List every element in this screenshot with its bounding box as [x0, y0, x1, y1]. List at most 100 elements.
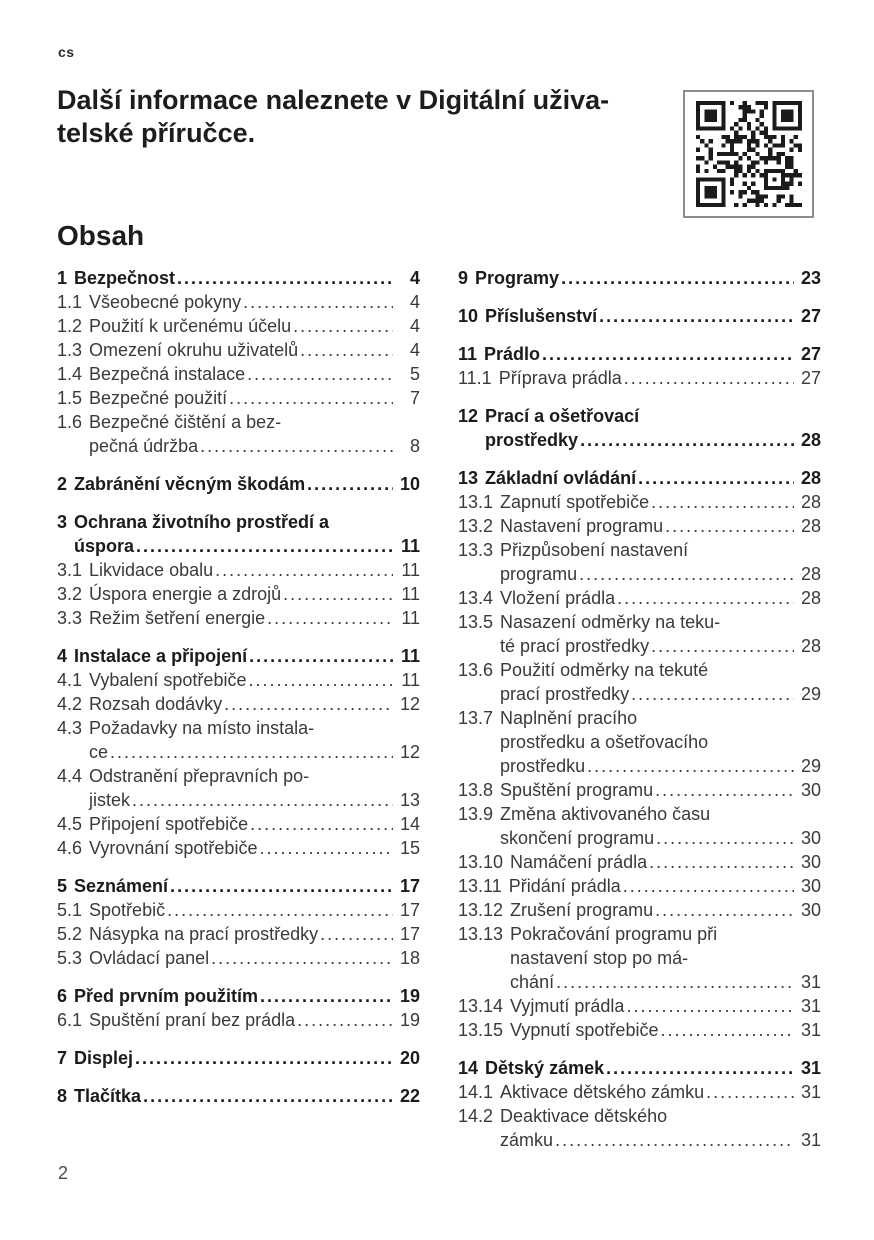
toc-dot-leader — [229, 386, 393, 410]
toc-entry-page: 31 — [800, 972, 821, 992]
toc-dot-leader — [631, 682, 794, 706]
toc-entry-page: 30 — [800, 900, 821, 920]
toc-entry-text: Ovládací panel — [89, 948, 210, 968]
toc-entry-number: 2 — [57, 474, 68, 494]
toc-entry-5.3: 5.3 Ovládací panel 18 — [57, 946, 420, 970]
toc-entry-page: 4 — [409, 316, 420, 336]
toc-entry-text: Vložení prádla — [500, 588, 616, 608]
toc-entry-number: 13.2 — [458, 516, 494, 536]
toc-entry-text: úspora — [74, 536, 135, 556]
toc-entry-page: 10 — [399, 474, 420, 494]
toc-entry-4.3: 4.3 Požadavky na místo instala-ce 12 — [57, 716, 420, 764]
toc-dot-leader — [649, 850, 794, 874]
toc-entry-number: 1.5 — [57, 388, 83, 408]
toc-entry-text: Spuštění praní bez prádla — [89, 1010, 296, 1030]
qr-code-frame — [683, 90, 814, 218]
toc-entry-number: 4.2 — [57, 694, 83, 714]
toc-dot-leader — [579, 562, 794, 586]
toc-entry-number: 14.2 — [458, 1106, 494, 1126]
toc-entry-number: 3.3 — [57, 608, 83, 628]
toc-entry-13.1: 13.1 Zapnutí spotřebiče 28 — [458, 490, 821, 514]
toc-entry-page: 13 — [399, 790, 420, 810]
toc-entry-page: 4 — [409, 268, 420, 288]
toc-entry-number: 13.9 — [458, 804, 494, 824]
toc-entry-text: Režim šetření energie — [89, 608, 266, 628]
toc-dot-leader — [259, 836, 393, 860]
toc-entry-page: 27 — [800, 344, 821, 364]
toc-entry-8: 8 Tlačítka 22 — [57, 1084, 420, 1108]
toc-entry-text: Nastavení programu — [500, 516, 664, 536]
toc-entry-text: Spotřebič — [89, 900, 166, 920]
toc-entry-1.3: 1.3 Omezení okruhu uživatelů 4 — [57, 338, 420, 362]
toc-dot-leader — [132, 788, 393, 812]
toc-entry-number: 1.3 — [57, 340, 83, 360]
toc-entry-page: 27 — [800, 306, 821, 326]
toc-dot-leader — [665, 514, 794, 538]
toc-entry-text: Seznámení — [74, 876, 169, 896]
toc-entry-number: 13.7 — [458, 708, 494, 728]
toc-dot-leader — [224, 692, 393, 716]
toc-entry-text: prací prostředky — [500, 684, 630, 704]
toc-entry-number: 13.8 — [458, 780, 494, 800]
toc-entry-number: 13.13 — [458, 924, 504, 944]
toc-dot-leader — [626, 994, 794, 1018]
toc-entry-13.5: 13.5 Nasazení odměrky na teku-té prací pr… — [458, 610, 821, 658]
toc-entry-13.6: 13.6 Použití odměrky na tekuté prací prost… — [458, 658, 821, 706]
toc-dot-leader — [651, 490, 794, 514]
toc-entry-number: 12 — [458, 406, 479, 426]
toc-entry-text: programu — [500, 564, 578, 584]
toc-entry-number: 13 — [458, 468, 479, 488]
toc-entry-page: 28 — [800, 564, 821, 584]
toc-entry-text: pečná údržba — [89, 436, 199, 456]
toc-column-right: 9Programy2310Příslušenství2711Prádlo2711… — [458, 266, 821, 1152]
toc-dot-leader — [135, 1046, 393, 1070]
toc-entry-text: nastavení stop po má- — [510, 948, 689, 968]
toc-entry-page: 28 — [800, 430, 821, 450]
toc-entry-page: 11 — [400, 646, 420, 666]
toc-entry-page: 11 — [400, 536, 420, 556]
toc-entry-text: ce — [89, 742, 109, 762]
toc-entry-number: 13.5 — [458, 612, 494, 632]
toc-entry-number: 13.3 — [458, 540, 494, 560]
toc-entry-text: prostředky — [485, 430, 579, 450]
toc-entry-9: 9 Programy 23 — [458, 266, 821, 290]
toc-entry-1.6: 1.6 Bezpečné čištění a bez-pečná údržba 8 — [57, 410, 420, 458]
toc-entry-2: 2 Zabránění věcným škodám 10 — [57, 472, 420, 496]
toc-dot-leader — [300, 338, 393, 362]
toc-dot-leader — [247, 362, 393, 386]
toc-dot-leader — [624, 366, 794, 390]
toc-entry-3.1: 3.1 Likvidace obalu 11 — [57, 558, 420, 582]
toc-entry-text: chání — [510, 972, 555, 992]
toc-entry-page: 4 — [409, 292, 420, 312]
toc-entry-4.1: 4.1 Vybalení spotřebiče 11 — [57, 668, 420, 692]
toc-entry-page: 30 — [800, 852, 821, 872]
toc-entry-text: Dětský zámek — [485, 1058, 605, 1078]
toc-entry-page: 31 — [800, 1058, 821, 1078]
toc-dot-leader — [651, 634, 794, 658]
toc-entry-text: Odstranění přepravních po- — [89, 766, 310, 786]
toc-entry-text: Vypnutí spotřebiče — [510, 1020, 659, 1040]
toc-entry-text: Instalace a připojení — [74, 646, 248, 666]
toc-entry-text: Před prvním použitím — [74, 986, 259, 1006]
toc-entry-page: 11 — [401, 560, 420, 580]
toc-entry-number: 8 — [57, 1086, 68, 1106]
toc-entry-page: 31 — [800, 996, 821, 1016]
toc-entry-number: 1.1 — [57, 292, 83, 312]
toc-dot-leader — [297, 1008, 393, 1032]
toc-dot-leader — [655, 898, 794, 922]
toc-entry-text: prostředku a ošetřovacího — [500, 732, 709, 752]
toc-entry-13.7: 13.7 Naplnění pracího prostředku a ošetřov… — [458, 706, 821, 778]
toc-entry-13.12: 13.12 Zrušení programu 30 — [458, 898, 821, 922]
toc-dot-leader — [110, 740, 393, 764]
toc-entry-text: Ochrana životního prostředí a — [74, 512, 330, 532]
toc-entry-text: Příslušenství — [485, 306, 598, 326]
toc-entry-text: Základní ovládání — [485, 468, 637, 488]
toc-entry-page: 7 — [409, 388, 420, 408]
toc-entry-13.4: 13.4 Vložení prádla 28 — [458, 586, 821, 610]
toc-entry-text: Nasazení odměrky na teku- — [500, 612, 721, 632]
toc-dot-leader — [320, 922, 393, 946]
toc-entry-14.2: 14.2 Deaktivace dětského zámku 31 — [458, 1104, 821, 1152]
toc-entry-text: Spuštění programu — [500, 780, 654, 800]
toc-dot-leader — [556, 970, 794, 994]
